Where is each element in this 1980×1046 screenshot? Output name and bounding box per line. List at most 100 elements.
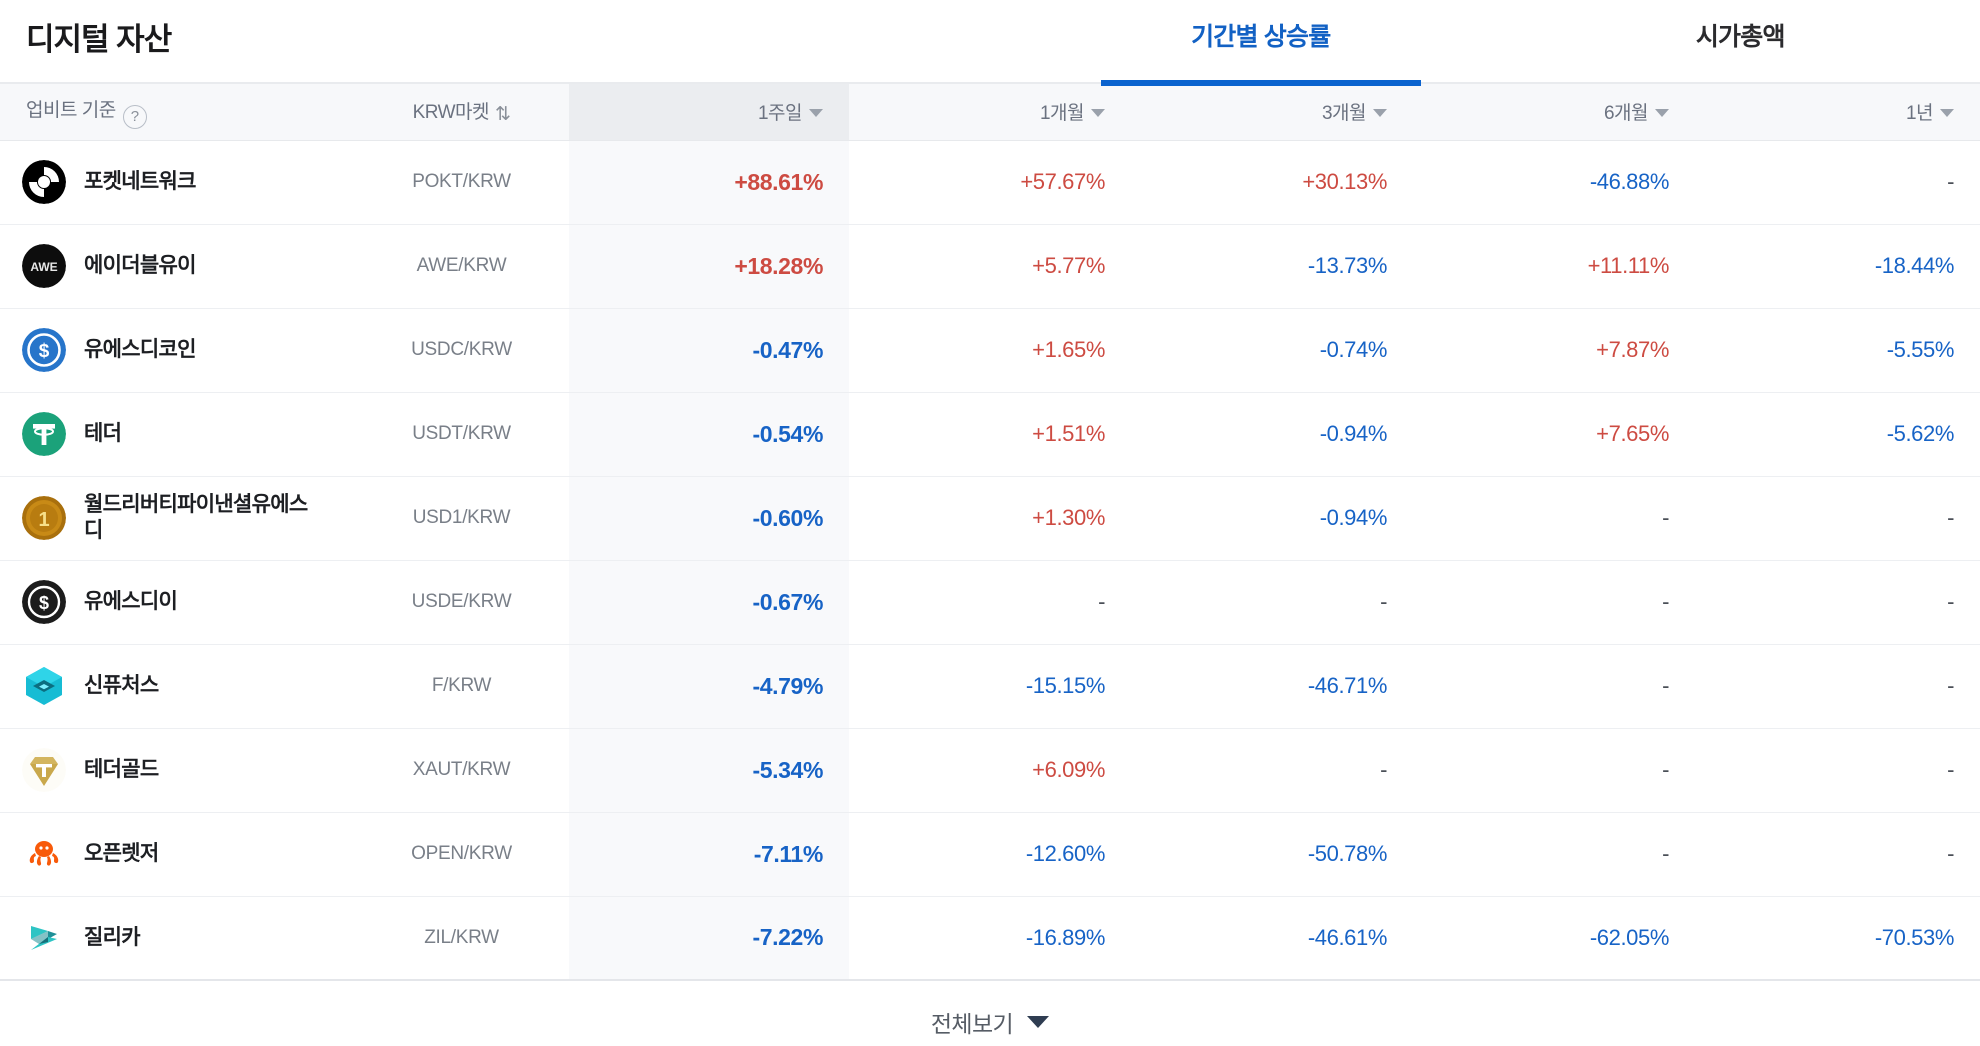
column-header-1week[interactable]: 1주일 [569,84,849,141]
tether-logo [22,412,66,456]
table-row[interactable]: 질리카 ZIL/KRW -7.22% -16.89% -46.61% -62.05% -70… [0,896,1980,980]
tab-period-return-label: 기간별 상승률 [1191,23,1331,51]
return-1year-cell: -70.53% [1874,924,1955,950]
column-header-3month[interactable]: 3개월 [1131,84,1413,141]
zilliqa-logo [22,915,66,960]
return-1month-cell: +5.77% [1032,253,1105,278]
coin-name-cell[interactable]: 질리카 [0,896,354,980]
coin-name-label: 신퓨처스 [84,673,159,697]
return-3month-cell: -13.73% [1307,253,1388,278]
return-3month-cell: -0.94% [1319,505,1388,530]
column-header-6month-label: 6개월 [1603,103,1649,125]
column-header-3month-label: 3개월 [1321,103,1367,125]
chevron-down-icon [1027,1016,1050,1028]
column-header-6month[interactable]: 6개월 [1413,84,1695,141]
table-row[interactable]: 포켓네트워크 POKT/KRW +88.61% +57.67% +30.13% -46.8… [0,140,1980,224]
table-row[interactable]: $ 유에스디코인 USDC/KRW -0.47% +1.65% -0.74% +7.87% -… [0,308,1980,392]
page-title: 디지털 자산 [26,22,172,57]
synfutures-logo [22,664,66,708]
return-1week-cell: -4.79% [569,644,849,728]
world-liberty-usd1-logo: 1 [22,496,66,540]
coin-name-cell[interactable]: 1 월드리버티파이낸셜유에스디 [0,476,354,560]
tab-period-return[interactable]: 기간별 상승률 [1021,0,1501,86]
table-row[interactable]: 1 월드리버티파이낸셜유에스디 USD1/KRW -0.60% +1.30% -0.94%… [0,476,1980,560]
column-header-1year[interactable]: 1년 [1695,84,1980,141]
svg-text:$: $ [39,341,50,362]
column-header-1year-label: 1년 [1905,103,1934,125]
return-1month-cell: -16.89% [1025,924,1106,950]
help-icon[interactable]: ? [122,104,147,129]
return-1month-cell: - [1098,589,1105,614]
coin-name-cell[interactable]: 테더 [0,392,354,476]
market-pair-cell: OPEN/KRW [411,843,512,864]
chevron-down-icon [1091,109,1105,118]
show-all-button[interactable]: 전체보기 [0,981,1980,1046]
return-6month-cell: +11.11% [1587,253,1670,278]
table-row[interactable]: 테더 USDT/KRW -0.54% +1.51% -0.94% +7.65% -5.62% [0,392,1980,476]
column-header-1month-label: 1개월 [1039,103,1085,125]
return-3month-cell: -46.71% [1307,673,1388,698]
return-1week-cell: -0.60% [569,476,849,560]
market-pair-cell: USDE/KRW [411,591,512,612]
coin-name-cell[interactable]: 오픈렛저 [0,812,354,896]
coin-name-label: 월드리버티파이낸셜유에스디 [84,492,308,542]
table-row[interactable]: 테더골드 XAUT/KRW -5.34% +6.09% - - - [0,728,1980,812]
return-6month-cell: +7.87% [1596,337,1669,362]
table-body: 포켓네트워크 POKT/KRW +88.61% +57.67% +30.13% -46.8… [0,140,1980,980]
column-header-market-label: KRW마켓 [412,102,490,124]
column-header-market[interactable]: KRW마켓 ⇅ [354,84,569,141]
tab-market-cap[interactable]: 시가총액 [1501,0,1980,84]
table-row[interactable]: 신퓨처스 F/KRW -4.79% -15.15% -46.71% - - [0,644,1980,728]
table-header: 업비트 기준? KRW마켓 ⇅ 1주일 1개월 3개월 6개월 1 [0,84,1980,141]
pocket-network-logo [22,160,66,204]
return-1week-cell: -0.47% [569,308,849,392]
chevron-down-icon [1940,109,1954,118]
coin-name-label: 테더골드 [84,757,159,781]
return-3month-cell: - [1380,589,1387,614]
return-1year-cell: - [1947,673,1954,698]
top-bar: 디지털 자산 기간별 상승률 시가총액 [0,0,1980,86]
column-header-name: 업비트 기준? [0,84,354,141]
return-1year-cell: -5.62% [1886,421,1955,446]
return-1week-cell: +88.61% [569,140,849,224]
coin-name-cell[interactable]: $ 유에스디코인 [0,308,354,392]
market-pair-cell: USDT/KRW [412,423,511,444]
market-pair-cell: POKT/KRW [412,171,511,192]
table-row[interactable]: 오픈렛저 OPEN/KRW -7.11% -12.60% -50.78% - - [0,812,1980,896]
return-1week-cell: +18.28% [569,224,849,308]
svg-text:$: $ [39,593,49,613]
market-pair-cell: USD1/KRW [412,507,511,528]
coin-name-cell[interactable]: AWE 에이더블유이 [0,224,354,308]
return-1year-cell: -18.44% [1874,253,1955,278]
coin-name-cell[interactable]: $ 유에스디이 [0,560,354,644]
column-header-1month[interactable]: 1개월 [849,84,1131,141]
return-3month-cell: +30.13% [1302,169,1387,194]
return-6month-cell: -46.88% [1589,169,1670,194]
coin-name-cell[interactable]: 신퓨처스 [0,644,354,728]
chevron-down-icon [1655,109,1669,118]
table-row[interactable]: AWE 에이더블유이 AWE/KRW +18.28% +5.77% -13.73% +11.… [0,224,1980,308]
return-1month-cell: +1.65% [1032,337,1105,362]
coin-name-label: 테더 [84,421,122,445]
market-pair-cell: XAUT/KRW [412,759,511,780]
return-6month-cell: - [1662,673,1669,698]
coin-name-label: 포켓네트워크 [84,169,196,193]
return-1week-cell: -7.11% [569,812,849,896]
return-1year-cell: -5.55% [1886,337,1955,362]
coin-name-cell[interactable]: 포켓네트워크 [0,140,354,224]
return-1month-cell: -15.15% [1025,673,1106,698]
return-1month-cell: -12.60% [1025,841,1106,866]
return-3month-cell: -0.94% [1319,421,1388,446]
return-1week-cell: -7.22% [569,896,849,980]
coin-name-label: 에이더블유이 [84,253,196,277]
coin-name-cell[interactable]: 테더골드 [0,728,354,812]
return-6month-cell: - [1662,589,1669,614]
openledger-logo [22,832,66,876]
column-header-1week-label: 1주일 [757,103,803,125]
tether-gold-logo [22,748,66,792]
table-row[interactable]: $ 유에스디이 USDE/KRW -0.67% - - - - [0,560,1980,644]
return-1week-cell: -5.34% [569,728,849,812]
return-1year-cell: - [1947,757,1954,782]
return-6month-cell: -62.05% [1589,924,1670,950]
